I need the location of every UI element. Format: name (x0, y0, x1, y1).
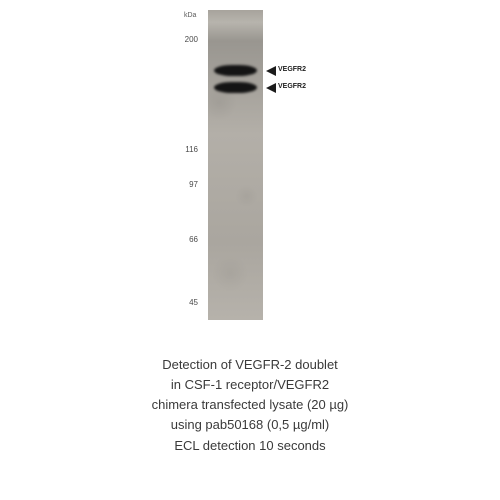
band-arrow-icon (266, 66, 276, 76)
caption-line: using pab50168 (0,5 µg/ml) (0, 415, 500, 435)
figure-caption: Detection of VEGFR-2 doubletin CSF-1 rec… (0, 355, 500, 456)
caption-line: Detection of VEGFR-2 doublet (0, 355, 500, 375)
mw-marker-116: 116 (178, 145, 198, 154)
mw-marker-200: 200 (178, 35, 198, 44)
mw-marker-97: 97 (178, 180, 198, 189)
kda-header: kDa (184, 12, 196, 19)
mw-marker-45: 45 (178, 298, 198, 307)
caption-line: chimera transfected lysate (20 µg) (0, 395, 500, 415)
lane-background (208, 10, 263, 320)
protein-band (214, 82, 257, 93)
caption-line: in CSF-1 receptor/VEGFR2 (0, 375, 500, 395)
blot-lane (208, 10, 263, 320)
band-label-vegfr2: VEGFR2 (278, 66, 306, 73)
band-label-vegfr2: VEGFR2 (278, 83, 306, 90)
mw-marker-66: 66 (178, 235, 198, 244)
caption-line: ECL detection 10 seconds (0, 436, 500, 456)
protein-band (214, 65, 257, 76)
western-blot-figure: kDa 200 116 97 66 45 VEGFR2 VEGFR2 (160, 10, 360, 320)
band-arrow-icon (266, 83, 276, 93)
